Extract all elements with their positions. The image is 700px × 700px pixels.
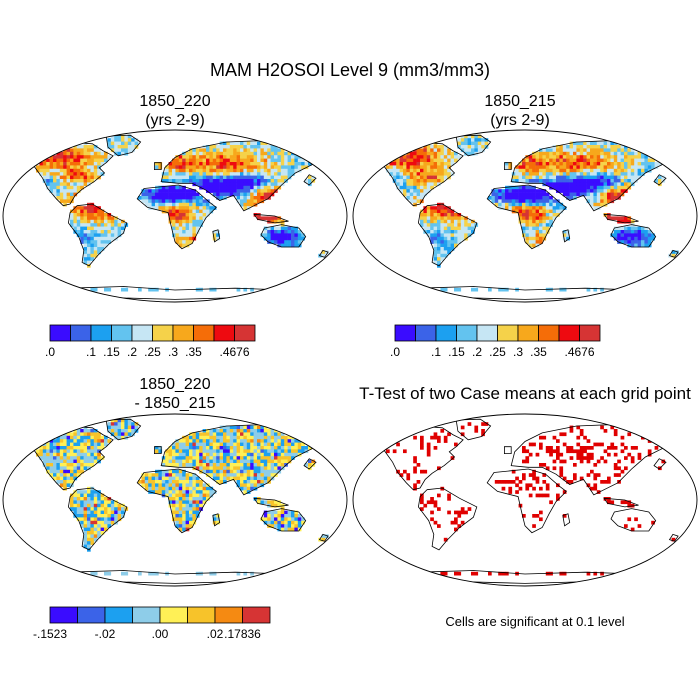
colorbar-3-swatch: [104, 606, 133, 624]
colorbar-1-label: .25: [144, 345, 161, 359]
colorbar-3-swatch: [159, 606, 188, 624]
map-difference: [2, 413, 348, 587]
colorbar-2-label: .15: [448, 345, 465, 359]
colorbar-1-swatch: [234, 324, 256, 342]
colorbar-2-swatch: [579, 324, 601, 342]
colorbar-1-swatch: [172, 324, 194, 342]
colorbar-3-label: -.02: [95, 627, 116, 641]
colorbar-1-swatch: [213, 324, 235, 342]
panel-2-title-line1: 1850_215: [484, 93, 556, 110]
colorbar-2-swatch: [558, 324, 580, 342]
panel-2-title-line2: (yrs 2-9): [490, 112, 550, 129]
colorbar-3-swatch: [214, 606, 243, 624]
colorbar-3-label: .00: [152, 627, 169, 641]
colorbar-2-label: .3: [513, 345, 523, 359]
colorbar-3-swatch: [187, 606, 216, 624]
colorbar-1-swatch: [152, 324, 174, 342]
colorbar-1-swatch: [90, 324, 112, 342]
colorbar-2-swatch: [456, 324, 478, 342]
panel-4-title: T-Test of two Case means at each grid po…: [359, 384, 691, 403]
colorbar-2-label: .2: [472, 345, 482, 359]
colorbar-2-label: .0: [390, 345, 400, 359]
panel-3-title-line1: 1850_220: [139, 376, 211, 393]
panel-3-title-line2: - 1850_215: [134, 395, 216, 412]
colorbar-1-swatch: [131, 324, 153, 342]
map-cells: [386, 134, 679, 292]
map-cells: [386, 422, 676, 576]
panel-1-title-line1: 1850_220: [139, 93, 211, 110]
colorbar-1-label: .35: [185, 345, 202, 359]
colorbar-1-label: .0: [45, 345, 55, 359]
map-cells: [36, 134, 329, 292]
colorbar-1850-215: .0 .1 .15 .2 .25 .3 .35 .4676: [390, 324, 601, 359]
colorbar-3-label: -.1523: [33, 627, 67, 641]
colorbar-2-swatch: [497, 324, 519, 342]
colorbar-3-swatch: [77, 606, 106, 624]
colorbar-3-swatch: [132, 606, 161, 624]
significance-note: Cells are significant at 0.1 level: [445, 614, 625, 629]
colorbar-1-label: .3: [168, 345, 178, 359]
colorbar-difference: -.1523 -.02 .00 .02.17836: [33, 606, 271, 641]
colorbar-2-label: .35: [530, 345, 547, 359]
colorbar-2-swatch: [415, 324, 437, 342]
panel-1-title-line2: (yrs 2-9): [145, 112, 205, 129]
colorbar-2-swatch: [517, 324, 539, 342]
colorbar-3-label: .17836: [224, 627, 261, 641]
map-cells: [36, 418, 329, 576]
panel-2-title: 1850_215 (yrs 2-9): [425, 92, 615, 130]
map-1850-220: [2, 129, 348, 303]
colorbar-1-swatch: [193, 324, 215, 342]
colorbar-1-swatch: [70, 324, 92, 342]
colorbar-3-swatch: [49, 606, 78, 624]
colorbar-1-swatch: [49, 324, 71, 342]
colorbar-2-swatch: [435, 324, 457, 342]
colorbar-2-label: .25: [489, 345, 506, 359]
colorbar-2-label: .1: [431, 345, 441, 359]
map-ttest: [352, 413, 698, 587]
colorbar-1-label: .4676: [219, 345, 249, 359]
panel-3-title: 1850_220 - 1850_215: [80, 375, 270, 413]
figure-title: MAM H2OSOI Level 9 (mm3/mm3): [209, 60, 491, 80]
colorbar-1-label: .2: [127, 345, 137, 359]
colorbar-1-swatch: [111, 324, 133, 342]
colorbar-2-swatch: [394, 324, 416, 342]
colorbar-1-label: .15: [103, 345, 120, 359]
colorbar-2-swatch: [476, 324, 498, 342]
map-1850-215: [352, 129, 698, 303]
colorbar-1-label: .1: [86, 345, 96, 359]
colorbar-3-swatch: [242, 606, 271, 624]
colorbar-2-swatch: [538, 324, 560, 342]
colorbar-1850-220: .0 .1 .15 .2 .25 .3 .35 .4676: [45, 324, 256, 359]
colorbar-3-label: .02: [207, 627, 224, 641]
colorbar-2-label: .4676: [564, 345, 594, 359]
panel-1-title: 1850_220 (yrs 2-9): [80, 92, 270, 130]
